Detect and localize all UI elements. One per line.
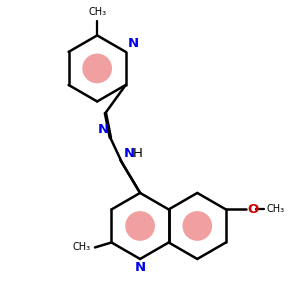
Circle shape xyxy=(125,211,155,241)
Text: N: N xyxy=(134,261,146,274)
Text: O: O xyxy=(248,203,259,216)
Circle shape xyxy=(82,54,112,83)
Text: CH₃: CH₃ xyxy=(266,204,285,214)
Text: CH₃: CH₃ xyxy=(73,242,91,252)
Text: CH₃: CH₃ xyxy=(88,7,106,17)
Circle shape xyxy=(182,211,212,241)
Text: N: N xyxy=(124,147,135,160)
Text: H: H xyxy=(133,147,142,160)
Text: N: N xyxy=(98,123,109,136)
Text: N: N xyxy=(128,37,139,50)
